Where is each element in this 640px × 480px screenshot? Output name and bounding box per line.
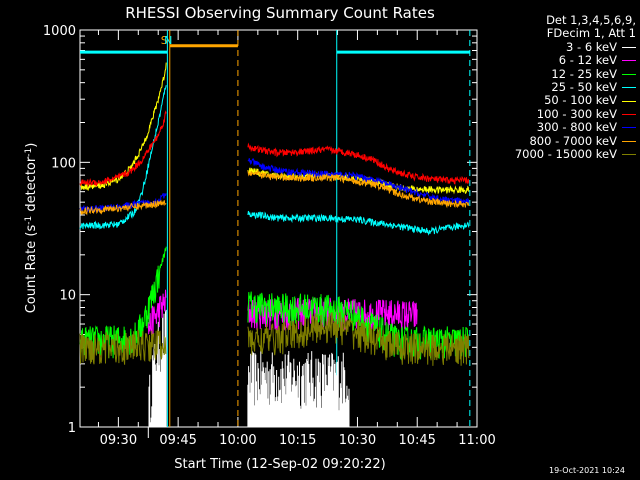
legend-swatch bbox=[622, 114, 636, 116]
legend-entry: 100 - 300 keV bbox=[480, 106, 636, 121]
flag-label: S bbox=[161, 34, 168, 47]
legend-swatch bbox=[622, 127, 636, 129]
series-7000to15000kev-line-b bbox=[247, 311, 470, 366]
y-tick-label: 1000 bbox=[43, 24, 76, 39]
series-25to50kev-line-a bbox=[79, 85, 167, 230]
x-tick-label: 11:00 bbox=[458, 433, 495, 448]
legend-header-line-1: Det 1,3,4,5,6,9, bbox=[546, 13, 636, 27]
legend-entry: 7000 - 15000 keV bbox=[480, 147, 636, 162]
legend-swatch bbox=[622, 100, 636, 102]
legend-label: 12 - 25 keV bbox=[551, 66, 617, 81]
legend-label: 25 - 50 keV bbox=[551, 80, 617, 95]
series-3to6kev-line-a bbox=[147, 309, 167, 438]
legend-entry: 25 - 50 keV bbox=[480, 80, 636, 95]
series-100to300kev-line-a bbox=[79, 110, 167, 188]
legend-label: 7000 - 15000 keV bbox=[514, 147, 617, 162]
x-tick-label: 09:45 bbox=[159, 433, 196, 448]
series-100to300kev-line-b bbox=[247, 142, 470, 185]
chart-title: RHESSI Observing Summary Count Rates bbox=[125, 4, 435, 22]
legend-label: 3 - 6 keV bbox=[566, 39, 617, 54]
flag-label: N bbox=[164, 34, 172, 47]
legend-swatch bbox=[622, 154, 636, 156]
y-tick-label: 1 bbox=[68, 421, 76, 436]
legend: Det 1,3,4,5,6,9, FDecim 1, Att 1 3 - 6 k… bbox=[480, 13, 636, 162]
legend-entry: 6 - 12 keV bbox=[480, 53, 636, 68]
legend-swatch bbox=[622, 140, 636, 142]
legend-label: 6 - 12 keV bbox=[558, 53, 617, 68]
y-axis-label: Count Rate (s-1 detector-1) bbox=[24, 143, 39, 314]
legend-entry: 300 - 800 keV bbox=[480, 120, 636, 135]
legend-label: 100 - 300 keV bbox=[536, 106, 617, 121]
series-3to6kev-line-b bbox=[247, 350, 350, 427]
legend-label: 800 - 7000 keV bbox=[529, 133, 617, 148]
legend-entry: 50 - 100 keV bbox=[480, 94, 636, 107]
x-tick-label: 10:45 bbox=[398, 433, 435, 448]
legend-entries: 3 - 6 keV 6 - 12 keV 12 - 25 keV 25 - 50 ke… bbox=[480, 39, 636, 162]
series-6to12kev-line-a bbox=[147, 289, 167, 337]
legend-swatch bbox=[622, 73, 636, 75]
x-tick-label: 10:15 bbox=[279, 433, 316, 448]
legend-header-line-2: FDecim 1, Att 1 bbox=[546, 26, 636, 41]
legend-entry: 800 - 7000 keV bbox=[480, 133, 636, 148]
series-300to800kev-line-b bbox=[247, 158, 470, 206]
plot-area: 1 10 100 1000 09:30 09:45 10:00 10:15 10:30 10:45… bbox=[43, 24, 496, 448]
x-tick-label: 10:00 bbox=[219, 433, 256, 448]
series-50to100kev-line-a bbox=[79, 62, 167, 191]
x-axis-label: Start Time (12-Sep-02 09:20:22) bbox=[174, 457, 385, 472]
legend-swatch bbox=[622, 87, 636, 89]
y-tick-label: 100 bbox=[51, 156, 76, 171]
generation-timestamp: 19-Oct-2021 10:24 bbox=[549, 466, 625, 475]
series-25to50kev-line-b bbox=[247, 210, 470, 236]
legend-label: 50 - 100 keV bbox=[544, 93, 617, 108]
legend-swatch bbox=[622, 47, 636, 49]
y-tick-label: 10 bbox=[59, 289, 76, 304]
series-12to25kev-line-a bbox=[79, 246, 167, 359]
x-tick-label: 09:30 bbox=[100, 433, 137, 448]
x-tick-label: 10:30 bbox=[339, 433, 376, 448]
legend-label: 300 - 800 keV bbox=[536, 120, 617, 135]
series-800to7000kev-line-a bbox=[79, 199, 167, 216]
series-800to7000kev-line-b bbox=[247, 169, 470, 209]
legend-entry: 3 - 6 keV bbox=[480, 39, 636, 54]
legend-entry: 12 - 25 keV bbox=[480, 66, 636, 81]
legend-swatch bbox=[622, 60, 636, 62]
series-7000to15000kev-line-a bbox=[79, 329, 167, 365]
